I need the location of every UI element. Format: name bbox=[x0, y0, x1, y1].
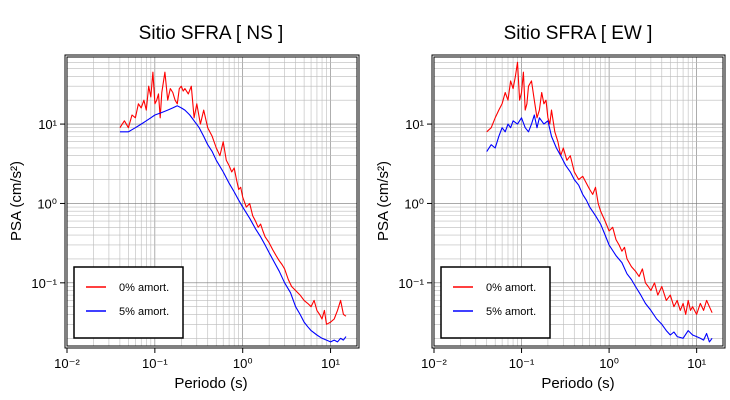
ticks: 10⁻² 10⁻¹ 10⁰ 10¹ 10⁻¹ 10⁰ 10¹ bbox=[398, 117, 706, 371]
x-tick-label: 10⁻¹ bbox=[509, 356, 535, 371]
y-tick-label: 10⁰ bbox=[37, 196, 57, 211]
series-line bbox=[119, 105, 347, 343]
frame-outer bbox=[431, 54, 726, 349]
x-tick-label: 10⁻¹ bbox=[142, 356, 168, 371]
series-line bbox=[119, 71, 347, 325]
x-tick-label: 10⁻² bbox=[54, 356, 80, 371]
x-tick-label: 10⁰ bbox=[599, 356, 619, 371]
y-tick-label: 10⁰ bbox=[404, 196, 424, 211]
legend: 0% amort. 5% amort. bbox=[73, 266, 184, 339]
chart-ew: Sitio SFRA [ EW ] Periodo (s) PSA (cm/s²… bbox=[375, 23, 726, 392]
legend-box bbox=[73, 266, 184, 339]
x-tick-label: 10⁻² bbox=[421, 356, 447, 371]
y-tick-label: 10⁻¹ bbox=[398, 276, 424, 291]
ticks: 10⁻² 10⁻¹ 10⁰ 10¹ 10⁻¹ 10⁰ 10¹ bbox=[31, 117, 340, 371]
x-tick-label: 10¹ bbox=[687, 356, 706, 371]
legend-label: 0% amort. bbox=[119, 282, 169, 294]
legend-label: 5% amort. bbox=[486, 306, 536, 318]
x-axis-label: Periodo (s) bbox=[541, 375, 614, 392]
x-tick-label: 10¹ bbox=[321, 356, 340, 371]
legend-label: 5% amort. bbox=[119, 306, 169, 318]
legend: 0% amort. 5% amort. bbox=[440, 266, 551, 339]
frame-outer bbox=[64, 54, 360, 349]
x-tick-label: 10⁰ bbox=[233, 356, 253, 371]
x-axis-label: Periodo (s) bbox=[174, 375, 247, 392]
y-tick-label: 10¹ bbox=[405, 117, 424, 132]
plot-frame bbox=[433, 56, 724, 347]
chart-title: Sitio SFRA [ NS ] bbox=[139, 23, 284, 44]
plot-frame bbox=[66, 56, 358, 347]
y-tick-label: 10¹ bbox=[38, 117, 57, 132]
chart-title: Sitio SFRA [ EW ] bbox=[504, 23, 653, 44]
series-line bbox=[486, 114, 713, 343]
y-axis-label: PSA (cm/s²) bbox=[8, 161, 25, 241]
series-line bbox=[486, 61, 713, 315]
legend-label: 0% amort. bbox=[486, 282, 536, 294]
chart-ns: Sitio SFRA [ NS ] Periodo (s) PSA (cm/s²… bbox=[8, 23, 360, 392]
y-tick-label: 10⁻¹ bbox=[31, 276, 57, 291]
y-axis-label: PSA (cm/s²) bbox=[375, 161, 392, 241]
legend-box bbox=[440, 266, 551, 339]
